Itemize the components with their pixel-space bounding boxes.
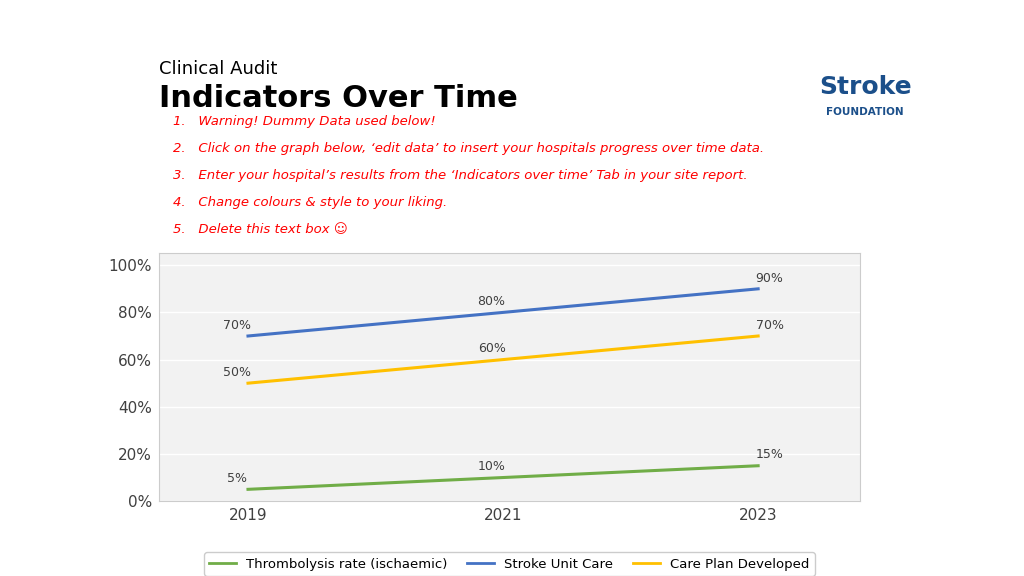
Text: FOUNDATION: FOUNDATION xyxy=(826,107,904,116)
Text: 70%: 70% xyxy=(756,319,783,332)
Text: 70%: 70% xyxy=(222,319,251,332)
Text: 2.   Click on the graph below, ‘edit data’ to insert your hospitals progress ove: 2. Click on the graph below, ‘edit data’… xyxy=(173,142,764,155)
Text: Indicators Over Time: Indicators Over Time xyxy=(159,84,517,112)
Text: 1.   Warning! Dummy Data used below!: 1. Warning! Dummy Data used below! xyxy=(173,115,435,128)
Text: 15%: 15% xyxy=(756,449,783,461)
Text: Clinical Audit: Clinical Audit xyxy=(159,60,278,78)
Text: 50%: 50% xyxy=(222,366,251,379)
Legend: Thrombolysis rate (ischaemic), Stroke Unit Care, Care Plan Developed: Thrombolysis rate (ischaemic), Stroke Un… xyxy=(204,552,815,576)
Text: 4.   Change colours & style to your liking.: 4. Change colours & style to your liking… xyxy=(173,196,447,209)
Text: 60%: 60% xyxy=(477,342,506,355)
Text: 3.   Enter your hospital’s results from the ‘Indicators over time’ Tab in your s: 3. Enter your hospital’s results from th… xyxy=(173,169,748,182)
Text: 5%: 5% xyxy=(226,472,247,485)
Text: 5.   Delete this text box ☺: 5. Delete this text box ☺ xyxy=(173,223,347,236)
Text: 10%: 10% xyxy=(477,460,506,473)
Text: 90%: 90% xyxy=(756,271,783,285)
Text: Stroke: Stroke xyxy=(819,75,911,99)
Text: 80%: 80% xyxy=(477,295,506,308)
